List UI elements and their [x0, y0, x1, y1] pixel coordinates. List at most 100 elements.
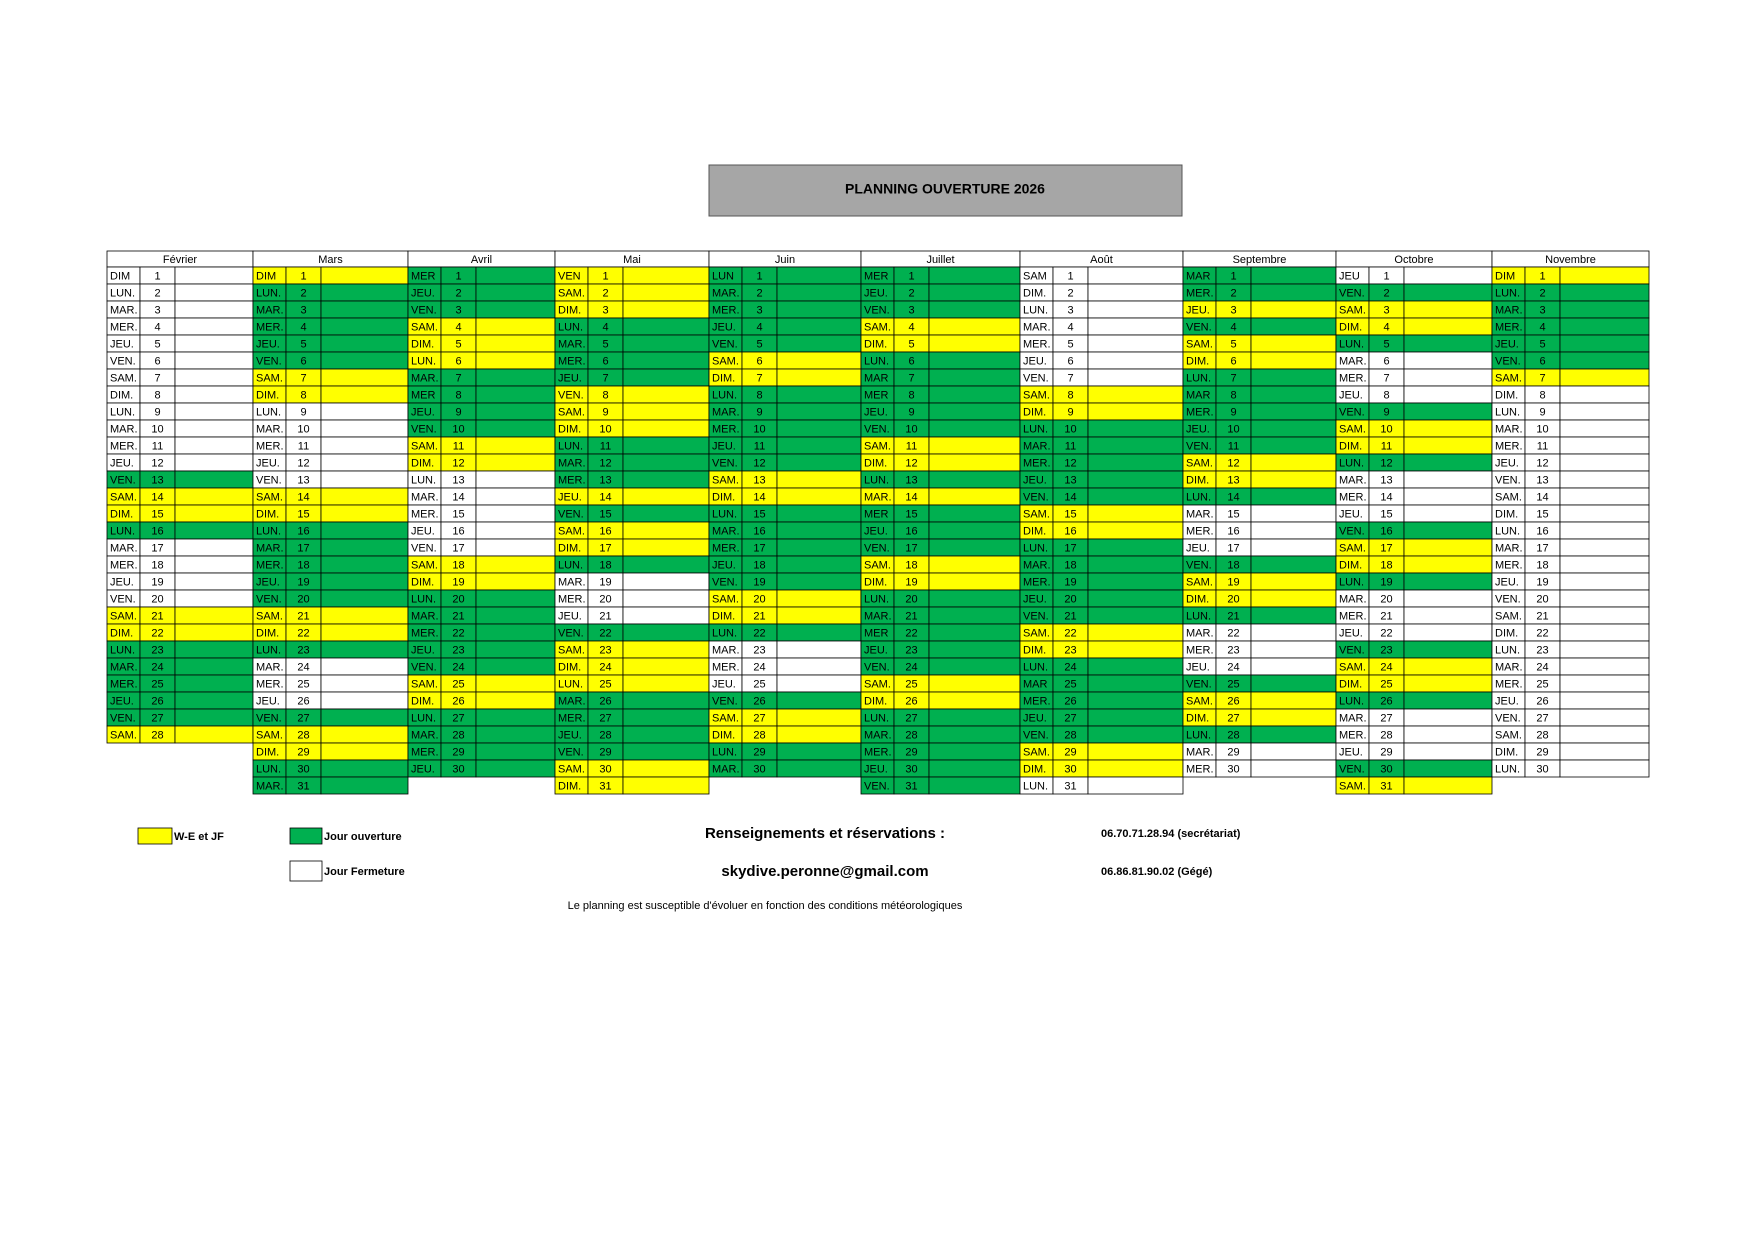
status-cell — [1087, 385, 1184, 404]
status-cell — [928, 266, 1021, 285]
day-name: VEN. — [256, 593, 282, 605]
day-name: MAR. — [712, 763, 740, 775]
day-number: 12 — [1227, 457, 1239, 469]
status-cell — [320, 538, 409, 557]
status-cell — [1403, 385, 1493, 404]
day-number: 30 — [452, 763, 464, 775]
day-number: 14 — [151, 491, 163, 503]
day-name: LUN — [712, 270, 734, 282]
day-name: DIM. — [256, 508, 279, 520]
day-number: 12 — [753, 457, 765, 469]
day-number: 3 — [1383, 304, 1389, 316]
status-cell — [174, 521, 254, 540]
day-number: 16 — [1536, 525, 1548, 537]
contact-email: skydive.peronne@gmail.com — [721, 863, 928, 880]
day-name: MER. — [110, 440, 138, 452]
status-cell — [1087, 402, 1184, 421]
day-number: 2 — [455, 287, 461, 299]
day-name: LUN. — [256, 525, 281, 537]
day-name: MAR. — [411, 729, 439, 741]
day-name: SAM. — [558, 406, 585, 418]
day-name: JEU. — [110, 695, 134, 707]
day-name: SAM. — [1186, 338, 1213, 350]
status-cell — [475, 504, 556, 523]
status-cell — [320, 742, 409, 761]
day-name: MAR. — [1339, 593, 1367, 605]
status-cell — [475, 725, 556, 744]
day-name: MER. — [1339, 491, 1367, 503]
day-name: JEU. — [1339, 746, 1363, 758]
day-number: 28 — [1064, 729, 1076, 741]
day-name: MAR. — [558, 695, 586, 707]
day-name: LUN. — [1186, 491, 1211, 503]
day-name: MER. — [1339, 729, 1367, 741]
day-number: 27 — [1380, 712, 1392, 724]
day-number: 13 — [297, 474, 309, 486]
day-name: DIM. — [1495, 389, 1518, 401]
day-number: 24 — [1064, 661, 1076, 673]
day-number: 17 — [452, 542, 464, 554]
status-cell — [928, 283, 1021, 302]
day-name: MER. — [712, 304, 740, 316]
day-number: 29 — [905, 746, 917, 758]
day-name: SAM. — [864, 440, 891, 452]
day-number: 13 — [753, 474, 765, 486]
status-cell — [320, 368, 409, 387]
day-number: 17 — [599, 542, 611, 554]
day-name: MAR — [864, 372, 889, 384]
day-name: MAR. — [1186, 746, 1214, 758]
day-name: DIM. — [411, 695, 434, 707]
day-name: DIM — [110, 270, 130, 282]
day-number: 11 — [906, 440, 917, 452]
month-name: Mars — [318, 254, 343, 266]
day-name: DIM. — [1495, 627, 1518, 639]
day-number: 7 — [756, 372, 762, 384]
day-name: MAR. — [864, 729, 892, 741]
day-name: JEU. — [864, 644, 888, 656]
status-cell — [776, 742, 862, 761]
day-number: 30 — [297, 763, 309, 775]
day-name: LUN. — [110, 287, 135, 299]
status-cell — [928, 300, 1021, 319]
day-name: MER. — [712, 542, 740, 554]
status-cell — [174, 385, 254, 404]
day-name: MAR. — [558, 338, 586, 350]
status-cell — [1559, 606, 1650, 625]
day-name: LUN. — [1186, 729, 1211, 741]
day-number: 28 — [1380, 729, 1392, 741]
day-number: 6 — [1230, 355, 1236, 367]
day-number: 21 — [753, 610, 765, 622]
day-number: 5 — [154, 338, 160, 350]
day-name: VEN. — [1495, 593, 1521, 605]
month-name: Août — [1090, 254, 1113, 266]
status-cell — [174, 572, 254, 591]
status-cell — [320, 657, 409, 676]
status-cell — [1559, 283, 1650, 302]
day-name: SAM. — [256, 372, 283, 384]
day-number: 9 — [602, 406, 608, 418]
day-number: 16 — [753, 525, 765, 537]
day-name: JEU. — [256, 695, 280, 707]
day-name: JEU. — [1339, 627, 1363, 639]
status-cell — [320, 300, 409, 319]
day-name: VEN. — [411, 423, 437, 435]
day-number: 13 — [1380, 474, 1392, 486]
day-name: VEN — [558, 270, 581, 282]
day-name: DIM. — [712, 372, 735, 384]
status-cell — [1087, 776, 1184, 795]
day-number: 11 — [1381, 440, 1392, 452]
day-number: 12 — [905, 457, 917, 469]
day-name: MAR. — [558, 457, 586, 469]
day-name: SAM. — [1023, 627, 1050, 639]
day-number: 22 — [753, 627, 765, 639]
day-number: 7 — [1230, 372, 1236, 384]
status-cell — [320, 266, 409, 285]
day-number: 30 — [1227, 763, 1239, 775]
status-cell — [1087, 725, 1184, 744]
status-cell — [174, 436, 254, 455]
status-cell — [622, 283, 710, 302]
day-number: 21 — [151, 610, 163, 622]
status-cell — [475, 317, 556, 336]
day-number: 18 — [297, 559, 309, 571]
